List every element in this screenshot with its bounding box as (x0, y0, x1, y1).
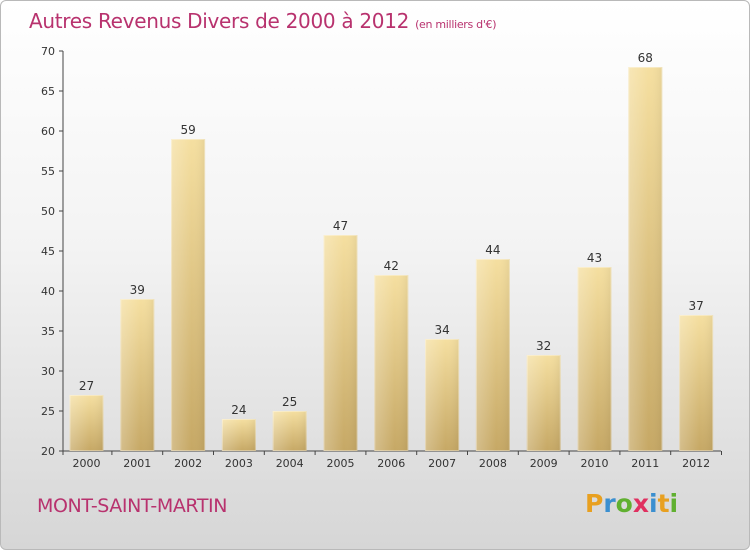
bar-edge (120, 299, 155, 451)
x-tick-label: 2006 (377, 457, 405, 470)
y-tick-label: 20 (41, 445, 55, 458)
bar-edge (69, 395, 104, 451)
bar-shine (323, 235, 358, 451)
x-tick-label: 2002 (174, 457, 202, 470)
bar-edge (171, 139, 206, 451)
x-tick-label: 2003 (225, 457, 253, 470)
data-label: 24 (231, 403, 246, 417)
bar-edge (526, 355, 561, 451)
bar-edge (679, 315, 714, 451)
brand-logo: Proxiti (585, 489, 678, 518)
x-axis: 2000 2001 2002 2003 2004 2005 2006 2007 2008 2009… (59, 450, 722, 470)
bar-shine (425, 339, 460, 451)
y-tick-label: 65 (41, 85, 55, 98)
bar-edge (374, 275, 409, 451)
x-tick-label: 2005 (327, 457, 355, 470)
data-label: 27 (79, 379, 94, 393)
data-label: 34 (434, 323, 449, 337)
bar-shine (171, 139, 206, 451)
y-tick-label: 55 (41, 165, 55, 178)
bar-shine (120, 299, 155, 451)
brand-letter: P (585, 489, 604, 518)
y-axis: 20 25 30 35 40 45 50 55 60 65 70 (41, 45, 64, 458)
brand-letter: x (632, 489, 649, 518)
bar-edge (628, 67, 663, 451)
bar-edge (323, 235, 358, 451)
y-tick-label: 35 (41, 325, 55, 338)
bar-shine (374, 275, 409, 451)
y-tick-label: 50 (41, 205, 55, 218)
data-label: 39 (130, 283, 145, 297)
y-tick-label: 25 (41, 405, 55, 418)
y-tick-label: 30 (41, 365, 55, 378)
data-label: 32 (536, 339, 551, 353)
bar-shine (69, 395, 104, 451)
x-tick-label: 2008 (479, 457, 507, 470)
bar-shine (628, 67, 663, 451)
x-tick-label: 2010 (581, 457, 609, 470)
data-label: 59 (180, 123, 195, 137)
brand-letter: r (603, 489, 616, 518)
data-label: 68 (638, 51, 653, 65)
data-label: 47 (333, 219, 348, 233)
bar-shine (475, 259, 510, 451)
x-tick-label: 2004 (276, 457, 304, 470)
bar-shine (526, 355, 561, 451)
bar-edge (221, 419, 256, 451)
y-tick-label: 45 (41, 245, 55, 258)
x-tick-label: 2007 (428, 457, 456, 470)
data-label: 43 (587, 251, 602, 265)
data-labels: 27 39 59 24 25 47 42 34 44 32 43 68 37 (79, 51, 704, 417)
data-label: 42 (384, 259, 399, 273)
data-label: 37 (688, 299, 703, 313)
bar-edge (425, 339, 460, 451)
x-tick-label: 2012 (682, 457, 710, 470)
chart-title: Autres Revenus Divers de 2000 à 2012 (en … (29, 9, 497, 33)
brand-letter: i (649, 489, 658, 518)
bar-edge (577, 267, 612, 451)
brand-letter: t (657, 489, 670, 518)
brand-letter: i (669, 489, 679, 518)
bars (69, 67, 714, 451)
bar-edge (272, 411, 307, 451)
bar-shine (577, 267, 612, 451)
data-label: 25 (282, 395, 297, 409)
x-tick-label: 2000 (73, 457, 101, 470)
x-tick-label: 2001 (123, 457, 151, 470)
bar-edge (475, 259, 510, 451)
y-tick-label: 40 (41, 285, 55, 298)
x-tick-label: 2009 (530, 457, 558, 470)
bar-shine (221, 419, 256, 451)
bar-shine (272, 411, 307, 451)
x-tick-label: 2011 (631, 457, 659, 470)
y-tick-label: 60 (41, 125, 55, 138)
bar-shine (679, 315, 714, 451)
chart-subtitle: (en milliers d'€) (415, 18, 497, 31)
data-label: 44 (485, 243, 500, 257)
brand-letter: o (615, 489, 633, 518)
location-label: MONT-SAINT-MARTIN (37, 495, 228, 517)
y-tick-label: 70 (41, 45, 55, 58)
chart-title-main: Autres Revenus Divers de 2000 à 2012 (29, 9, 410, 33)
